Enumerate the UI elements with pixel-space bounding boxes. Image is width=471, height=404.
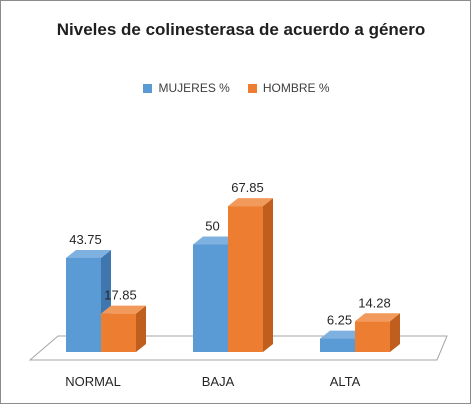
chart-legend: MUJERES % HOMBRE % — [1, 81, 471, 95]
bar-top-mujeres-alta — [320, 330, 365, 339]
bar-mujeres-baja — [193, 244, 228, 352]
value-label-hombre-baja: 67.85 — [231, 180, 264, 195]
value-label-hombre-normal: 17.85 — [104, 288, 137, 303]
bar-hombre-normal — [101, 313, 136, 352]
value-label-mujeres-baja: 50 — [205, 219, 219, 234]
bar-hombre-alta — [355, 321, 390, 352]
category-label-alta: ALTA — [330, 374, 361, 389]
value-label-mujeres-alta: 6.25 — [327, 313, 352, 328]
legend-label-mujeres: MUJERES % — [158, 81, 230, 95]
legend-swatch-mujeres — [143, 83, 153, 93]
legend-item-mujeres: MUJERES % — [143, 81, 230, 95]
bar-side-hombre-normal — [136, 305, 146, 352]
bar-top-hombre-baja — [228, 198, 273, 207]
category-label-normal: NORMAL — [65, 374, 121, 389]
legend-label-hombre: HOMBRE % — [262, 81, 330, 95]
legend-item-hombre: HOMBRE % — [247, 81, 330, 95]
bar-hombre-baja — [228, 206, 263, 352]
bar-top-hombre-alta — [355, 313, 400, 322]
legend-swatch-hombre — [247, 83, 257, 93]
bar-top-mujeres-baja — [193, 236, 238, 245]
bar-side-hombre-alta — [390, 313, 400, 352]
value-label-hombre-alta: 14.28 — [358, 295, 391, 310]
bar-side-hombre-baja — [263, 198, 273, 352]
bar-mujeres-normal — [66, 257, 101, 352]
chart-title: Niveles de colinesterasa de acuerdo a gé… — [56, 20, 426, 39]
category-label-baja: BAJA — [202, 374, 235, 389]
value-label-mujeres-normal: 43.75 — [69, 232, 102, 247]
bar-top-mujeres-normal — [66, 249, 111, 258]
bar-mujeres-alta — [320, 338, 355, 352]
bar-top-hombre-normal — [101, 305, 146, 314]
